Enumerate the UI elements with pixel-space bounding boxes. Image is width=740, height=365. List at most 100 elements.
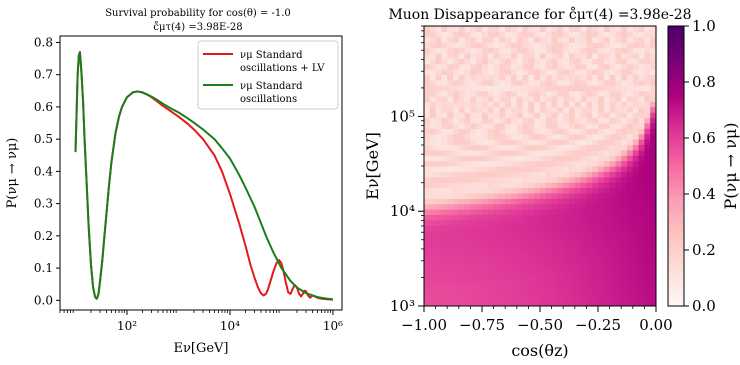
heatmap-cell: [609, 117, 616, 124]
heatmap-cell: [534, 63, 541, 70]
heatmap-cell: [505, 149, 512, 156]
heatmap-cell: [569, 160, 576, 167]
heatmap-cell: [540, 198, 547, 205]
heatmap-cell: [615, 90, 622, 97]
heatmap-cell: [522, 47, 529, 54]
heatmap-cell: [627, 90, 634, 97]
heatmap-cell: [551, 252, 558, 259]
heatmap-cell: [470, 112, 477, 119]
heatmap-cell: [644, 133, 651, 140]
heatmap-cell: [487, 160, 495, 167]
heatmap-cell: [545, 198, 553, 205]
heatmap-cell: [447, 160, 454, 167]
heatmap-cell: [534, 257, 541, 264]
heatmap-cell: [603, 252, 611, 259]
heatmap-cell: [603, 230, 611, 237]
heatmap-cell: [621, 279, 628, 286]
line-chart-legend: νμ Standard oscillations + LV νμ Standar…: [197, 40, 339, 110]
heatmap-cell: [499, 47, 506, 54]
heatmap-cell: [482, 225, 489, 232]
heatmap-cell: [424, 209, 431, 216]
heatmap-cell: [545, 58, 553, 65]
heatmap-cell: [499, 149, 506, 156]
heatmap-cell: [598, 52, 605, 59]
heatmap-cell: [598, 295, 605, 302]
heatmap-cell: [487, 128, 495, 135]
heatmap-cell: [476, 58, 483, 65]
heatmap-cell: [580, 279, 587, 286]
heatmap-cell: [476, 300, 483, 306]
heatmap-cell: [598, 182, 605, 189]
heatmap-cell: [627, 209, 634, 216]
heatmap-cell: [644, 262, 651, 269]
heatmap-cell: [470, 171, 477, 178]
heatmap-cell: [580, 31, 587, 38]
heatmap-cell: [598, 160, 605, 167]
heatmap-cell: [598, 187, 605, 194]
heatmap-cell: [551, 284, 558, 291]
heatmap-cell: [493, 58, 500, 65]
heatmap-cell: [609, 133, 616, 140]
heatmap-cell: [464, 252, 471, 259]
heatmap-cell: [638, 268, 645, 275]
heatmap-cell: [598, 203, 605, 210]
heatmap-cell: [545, 166, 553, 172]
heatmap-cell: [650, 209, 656, 216]
heatmap-cell: [580, 47, 587, 54]
heatmap-cell: [453, 219, 460, 226]
heatmap-cell: [458, 300, 466, 306]
heatmap-cell: [441, 279, 448, 286]
heatmap-cell: [592, 192, 599, 199]
heatmap-cell: [511, 160, 518, 167]
heatmap-cell: [453, 58, 460, 65]
heatmap-cell: [545, 36, 553, 43]
heatmap-cell: [632, 96, 640, 102]
heatmap-cell: [493, 192, 500, 199]
heatmap-cell: [545, 42, 553, 49]
heatmap-cell: [476, 166, 483, 172]
heatmap-cell: [650, 101, 656, 108]
heatmap-cell: [563, 192, 570, 199]
heatmap-cell: [580, 268, 587, 275]
heatmap-cell: [586, 128, 593, 135]
heatmap-cell: [627, 236, 634, 242]
heatmap-cell: [551, 90, 558, 97]
heatmap-cell: [638, 230, 645, 237]
heatmap-cell: [574, 42, 582, 49]
heatmap-cell: [435, 26, 442, 32]
heatmap-cell: [458, 31, 466, 38]
heatmap-cell: [464, 187, 471, 194]
heatmap-cell: [638, 74, 645, 81]
heatmap-cell: [627, 182, 634, 189]
heatmap-cell: [540, 246, 547, 253]
heatmap-cell: [458, 122, 466, 129]
heatmap-cell: [592, 101, 599, 108]
heatmap-cell: [615, 63, 622, 70]
heatmap-cell: [511, 214, 518, 221]
heatmap-cell: [458, 279, 466, 286]
heatmap-cell: [603, 74, 611, 81]
heatmap-cell: [522, 133, 529, 140]
heatmap-cell: [441, 69, 448, 76]
heatmap-cell: [424, 85, 431, 92]
heatmap-cell: [476, 128, 483, 135]
heatmap-cell: [458, 52, 466, 59]
heatmap-cell: [557, 160, 564, 167]
heatmap-cell: [540, 155, 547, 162]
heatmap-cell: [470, 149, 477, 156]
heatmap-cell: [522, 63, 529, 70]
heatmap-cell: [424, 79, 431, 86]
heatmap-cell: [621, 295, 628, 302]
heatmap-cell: [429, 63, 437, 70]
heatmap-cell: [609, 273, 616, 280]
heatmap-cell: [493, 149, 500, 156]
heatmap-cell: [586, 149, 593, 156]
heatmap-cell: [470, 36, 477, 43]
heatmap-cell: [545, 192, 553, 199]
heatmap-cell: [586, 122, 593, 129]
heatmap-cell: [574, 117, 582, 124]
heatmap-cell: [569, 257, 576, 264]
heatmap-cell: [528, 63, 535, 70]
heatmap-cell: [470, 47, 477, 54]
heatmap-cell: [627, 203, 634, 210]
